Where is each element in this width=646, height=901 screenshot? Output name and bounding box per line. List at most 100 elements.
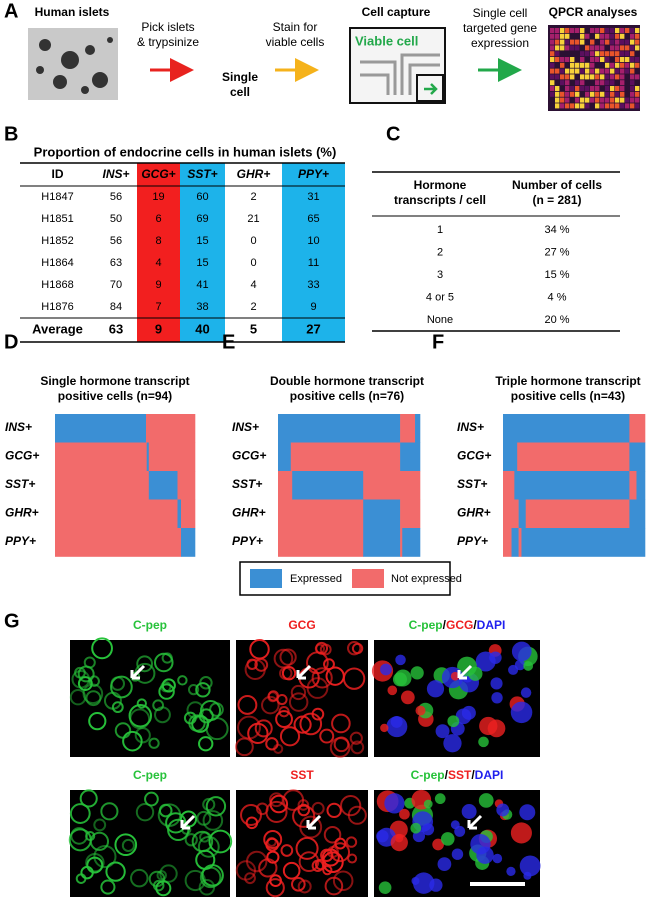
- cell-blob: [177, 675, 188, 686]
- cell: 60: [196, 191, 208, 203]
- qpcr-cell: [565, 68, 570, 74]
- qpcr-cell: [575, 33, 580, 39]
- arrow: [457, 664, 473, 680]
- cell-blob: [400, 690, 415, 705]
- qpcr-cell: [555, 86, 560, 91]
- cell: H1852: [41, 235, 73, 247]
- cell-blob: [205, 796, 227, 817]
- qpcr-cell: [625, 33, 630, 39]
- cell-blob: [244, 658, 266, 681]
- cell-blob: [254, 719, 273, 738]
- qpcr-cell: [610, 103, 615, 109]
- qpcr-cell: [630, 97, 635, 103]
- qpcr-cell: [580, 80, 585, 86]
- cell: 27: [306, 321, 320, 336]
- cell: 56: [110, 191, 122, 203]
- heatmaps: [55, 414, 646, 557]
- cell-blob: [437, 857, 452, 872]
- row-label: PPY+: [5, 534, 36, 548]
- cell-blob: [386, 716, 408, 738]
- cell: H1868: [41, 279, 73, 291]
- cell-blob: [237, 694, 258, 715]
- cell-blob: [156, 870, 167, 881]
- cell-blob: [121, 838, 135, 853]
- heat-segment: [55, 442, 147, 472]
- row-label: INS+: [457, 420, 484, 434]
- heat-segment: [521, 528, 646, 557]
- heat-segment: [400, 414, 416, 443]
- cell-blob: [208, 829, 233, 854]
- heat-segment: [525, 499, 630, 529]
- cell-blob: [136, 655, 154, 673]
- cell-blob: [244, 872, 256, 885]
- cell-blob: [346, 640, 362, 656]
- label: viable cells: [266, 35, 325, 49]
- qpcr-cell: [590, 91, 595, 97]
- cell: 50: [110, 213, 122, 225]
- qpcr-cell: [575, 74, 580, 80]
- qpcr-cell: [615, 97, 620, 103]
- qpcr-cell: [575, 80, 580, 86]
- qpcr-cell: [610, 86, 615, 91]
- heat-segment: [290, 442, 401, 472]
- heat-segment: [415, 414, 421, 443]
- panel-letter: D: [4, 331, 18, 353]
- cell-blob: [432, 838, 444, 851]
- cell-blob: [311, 859, 325, 872]
- cell-blob: [327, 846, 339, 858]
- heat-segment: [55, 414, 147, 443]
- cell: 27 %: [544, 246, 569, 258]
- cell: Average: [32, 321, 83, 336]
- heat-segment: [636, 471, 646, 500]
- qpcr-cell: [580, 91, 585, 97]
- qpcr-cell: [615, 33, 620, 39]
- heat-segment: [400, 528, 403, 557]
- qpcr-cell: [570, 74, 575, 80]
- qpcr-cell: [585, 97, 590, 103]
- arrow: [306, 814, 322, 830]
- arrow: [467, 814, 483, 830]
- row-label: GHR+: [232, 506, 266, 520]
- cell-blob: [423, 799, 433, 809]
- qpcr-cell: [570, 51, 575, 57]
- cell-blob: [199, 866, 222, 889]
- qpcr-cell: [570, 28, 575, 33]
- cell-blob: [183, 711, 197, 725]
- qpcr-cell: [615, 86, 620, 91]
- qpcr-cell: [580, 45, 585, 51]
- cell: 9: [155, 321, 162, 336]
- panel-letter: C: [386, 123, 400, 145]
- qpcr-cell: [630, 39, 635, 45]
- cell-blob: [128, 703, 153, 728]
- qpcr-cell: [580, 57, 585, 62]
- cell-blob: [311, 801, 325, 816]
- chip-channels: [360, 53, 440, 95]
- cell-blob: [130, 868, 149, 888]
- cell-blob: [325, 666, 345, 686]
- panel-letter: G: [4, 610, 20, 632]
- qpcr-cell: [605, 51, 610, 57]
- cell: 38: [196, 301, 208, 313]
- qpcr-cell: [635, 68, 640, 74]
- heat-segment: [278, 471, 293, 500]
- heat-segment: [181, 499, 196, 529]
- cell: 4 or 5: [426, 291, 454, 303]
- qpcr-cell: [560, 86, 565, 91]
- cell-blob: [323, 658, 335, 671]
- cell: 15: [196, 257, 208, 269]
- qpcr-cell: [595, 74, 600, 80]
- cell-blob: [410, 822, 422, 834]
- cell-blob: [443, 734, 462, 753]
- cell-blob: [265, 800, 288, 823]
- cell-blob: [333, 736, 350, 753]
- heat-segment: [55, 471, 150, 500]
- qpcr-cell: [590, 62, 595, 68]
- qpcr-cell: [575, 68, 580, 74]
- row-label: SST+: [457, 477, 487, 491]
- cell-blob: [510, 701, 533, 724]
- cell: 63: [109, 321, 123, 336]
- label: & trypsinize: [137, 35, 199, 49]
- cell: H1851: [41, 213, 73, 225]
- label-part: C-pep: [411, 768, 445, 782]
